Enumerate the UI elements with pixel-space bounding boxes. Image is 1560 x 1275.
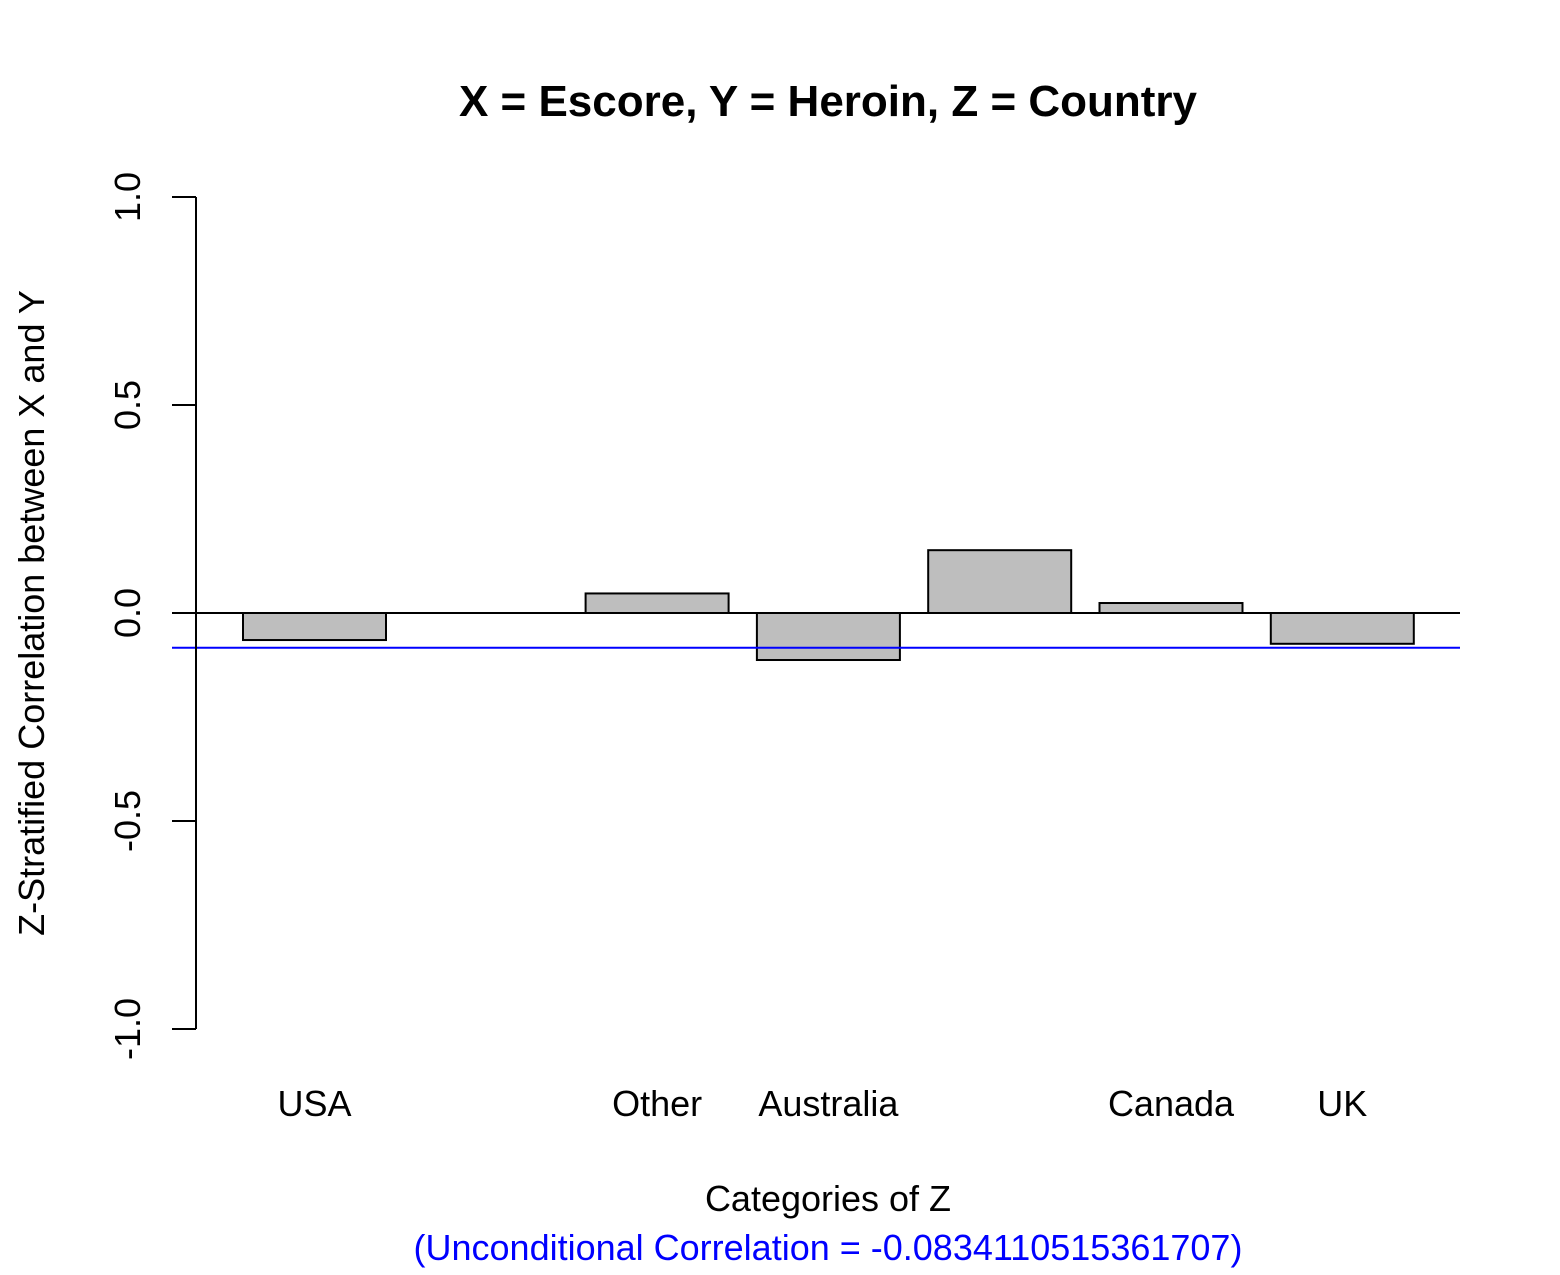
y-tick-label: 1.0 — [107, 172, 148, 222]
x-category-label: Other — [612, 1083, 702, 1124]
bar — [584, 592, 730, 614]
chart-title: X = Escore, Y = Heroin, Z = Country — [459, 77, 1198, 126]
plot-area: USA Other Australia Canada UK — [172, 549, 1460, 1124]
y-tick-label: 0.5 — [107, 380, 148, 430]
y-tick-label: -1.0 — [107, 998, 148, 1060]
bar — [1098, 602, 1244, 614]
x-category-label: UK — [1317, 1083, 1367, 1124]
x-axis-label: Categories of Z — [705, 1178, 951, 1219]
x-category-label: Australia — [758, 1083, 899, 1124]
unconditional-correlation-note: (Unconditional Correlation = -0.08341105… — [414, 1227, 1243, 1268]
y-axis-label: Z-Stratified Correlation between X and Y — [11, 290, 52, 936]
bar — [242, 612, 387, 642]
y-tick-label: 0.0 — [107, 588, 148, 638]
x-category-label: Canada — [1108, 1083, 1235, 1124]
x-category-label: USA — [277, 1083, 351, 1124]
y-axis: -1.0 -0.5 0.0 0.5 1.0 — [107, 172, 197, 1060]
bar — [1269, 612, 1415, 645]
y-tick-label: -0.5 — [107, 790, 148, 852]
bar — [927, 549, 1073, 615]
bar — [755, 612, 901, 662]
